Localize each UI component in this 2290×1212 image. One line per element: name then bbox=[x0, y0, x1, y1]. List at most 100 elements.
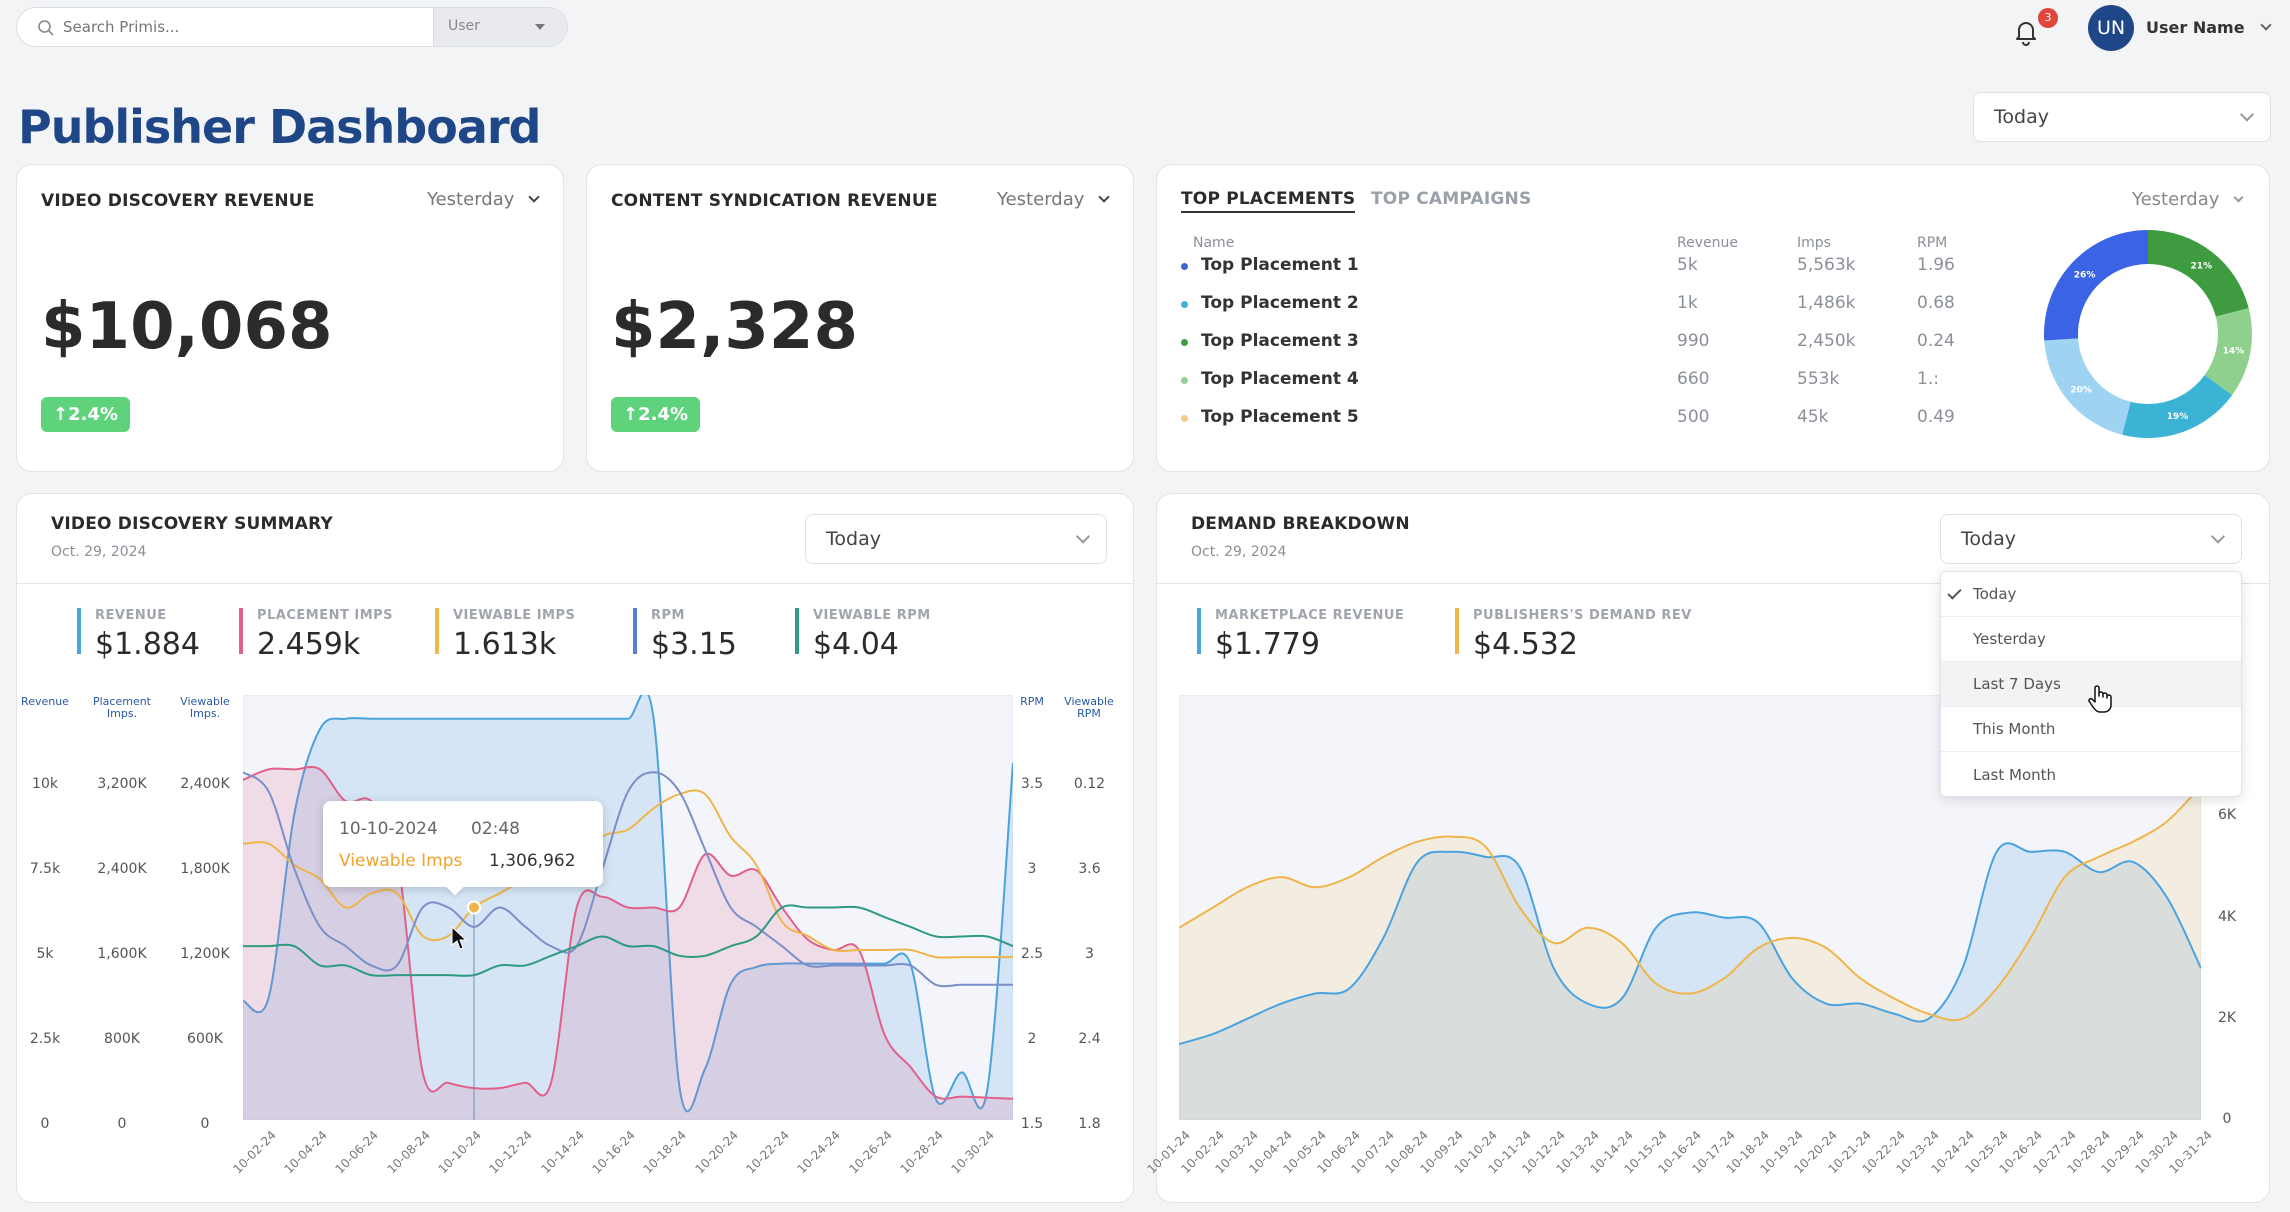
y-tick-label: 2.5k bbox=[29, 1031, 61, 1047]
donut-slice[interactable] bbox=[2044, 230, 2148, 341]
hover-point[interactable] bbox=[467, 900, 481, 915]
axis-header-placement: Placement Imps. bbox=[92, 695, 151, 720]
kpi-value: $4.532 bbox=[1473, 627, 1578, 662]
placement-row[interactable]: Top Placement 4 660 553k 1.: bbox=[1181, 367, 2001, 393]
placement-revenue: 660 bbox=[1677, 369, 1710, 389]
placement-revenue: 990 bbox=[1677, 331, 1710, 351]
placement-imps: 45k bbox=[1797, 407, 1829, 427]
change-badge: ↑2.4% bbox=[611, 397, 701, 432]
period-select[interactable]: Yesterday bbox=[427, 189, 540, 210]
y-tick-label: 2,400K bbox=[180, 776, 230, 792]
series-line[interactable] bbox=[243, 695, 1013, 1113]
y-tick-label: 3,200K bbox=[97, 776, 147, 792]
period-select[interactable]: Yesterday bbox=[2132, 189, 2244, 210]
kpi-block: MARKETPLACE REVENUE $1.779 bbox=[1197, 608, 1404, 662]
series-line[interactable] bbox=[243, 904, 1013, 977]
kpi-block: VIEWABLE IMPS 1.613k bbox=[435, 608, 576, 662]
donut-slice-label: 14% bbox=[2223, 346, 2245, 356]
range-dropdown-menu: Today Yesterday Last 7 Days This Month L… bbox=[1940, 571, 2242, 797]
arrow-up-icon: ↑ bbox=[623, 404, 639, 425]
kpi-label: VIEWABLE RPM bbox=[813, 608, 931, 623]
menu-item-last-month[interactable]: Last Month bbox=[1973, 765, 2057, 784]
series-line[interactable] bbox=[243, 771, 1013, 988]
kpi-block: PUBLISHERS'S DEMAND REV $4.532 bbox=[1455, 608, 1692, 662]
placement-row[interactable]: Top Placement 1 5k 5,563k 1.96 bbox=[1181, 253, 2001, 279]
donut-slice-label: 26% bbox=[2074, 270, 2096, 280]
placement-row[interactable]: Top Placement 2 1k 1,486k 0.68 bbox=[1181, 291, 2001, 317]
donut-slice[interactable] bbox=[2122, 375, 2233, 438]
y-tick-label: 6K bbox=[2217, 807, 2237, 824]
chevron-down-icon bbox=[1075, 529, 1091, 544]
hand-pointer-icon bbox=[2087, 684, 2113, 718]
period-label: Yesterday bbox=[997, 189, 1085, 210]
y-tick-label: 0 bbox=[200, 1116, 210, 1132]
video-discovery-summary-card: VIDEO DISCOVERY SUMMARY Oct. 29, 2024 To… bbox=[16, 493, 1134, 1203]
placement-name: Top Placement 5 bbox=[1201, 407, 1359, 427]
kpi-value: $3.15 bbox=[651, 627, 737, 662]
col-header-imps: Imps bbox=[1797, 235, 1831, 251]
tooltip-label: Viewable Imps bbox=[339, 851, 463, 871]
donut-slice[interactable] bbox=[2148, 230, 2249, 317]
y-tick-label: 1.5 bbox=[1020, 1116, 1044, 1132]
placement-rpm: 0.24 bbox=[1917, 331, 1955, 351]
change-badge: ↑2.4% bbox=[41, 397, 131, 432]
summary-range-label: Today bbox=[826, 528, 881, 550]
series-line[interactable] bbox=[1179, 842, 2201, 1046]
search-input[interactable] bbox=[63, 8, 443, 46]
kpi-value: $4.04 bbox=[813, 627, 899, 662]
axis-header-revenue: Revenue bbox=[21, 695, 69, 708]
series-line[interactable] bbox=[1179, 785, 2201, 1022]
search-scope-label: User bbox=[448, 18, 480, 34]
chevron-down-icon bbox=[2239, 107, 2255, 122]
card-title: CONTENT SYNDICATION REVENUE bbox=[611, 191, 938, 211]
kpi-label: PUBLISHERS'S DEMAND REV bbox=[1473, 608, 1692, 623]
user-name: User Name bbox=[2146, 18, 2245, 37]
avatar: UN bbox=[2088, 5, 2134, 51]
legend-dot bbox=[1181, 263, 1188, 270]
search-scope-select[interactable]: User bbox=[433, 8, 567, 46]
revenue-value: $2,328 bbox=[611, 290, 858, 364]
period-select[interactable]: Yesterday bbox=[997, 189, 1110, 210]
menu-item-yesterday[interactable]: Yesterday bbox=[1941, 617, 2241, 662]
chevron-down-icon bbox=[2260, 19, 2272, 31]
summary-range-select[interactable]: Today bbox=[805, 514, 1107, 564]
placement-name: Top Placement 4 bbox=[1201, 369, 1359, 389]
chevron-down-icon bbox=[2210, 529, 2226, 544]
placement-row[interactable]: Top Placement 3 990 2,450k 0.24 bbox=[1181, 329, 2001, 355]
y-tick-label: 800K bbox=[104, 1031, 140, 1047]
demand-range-label: Today bbox=[1961, 528, 2016, 550]
notification-count-badge: 3 bbox=[2038, 8, 2058, 28]
col-header-revenue: Revenue bbox=[1677, 235, 1738, 251]
demand-breakdown-card: DEMAND BREAKDOWN Oct. 29, 2024 MARKETPLA… bbox=[1144, 493, 2270, 1203]
donut-slice[interactable] bbox=[2204, 308, 2252, 396]
kpi-label: VIEWABLE IMPS bbox=[453, 608, 576, 623]
user-menu[interactable]: UN User Name bbox=[2088, 5, 2278, 51]
notifications-button[interactable]: 3 bbox=[2010, 8, 2058, 48]
card-title: VIDEO DISCOVERY SUMMARY bbox=[51, 514, 333, 534]
chevron-down-icon bbox=[1098, 191, 1110, 203]
y-tick-label: 0.12 bbox=[1073, 776, 1106, 792]
menu-item-this-month[interactable]: This Month bbox=[1941, 707, 2241, 752]
kpi-label: RPM bbox=[651, 608, 685, 623]
y-tick-label: 3.6 bbox=[1078, 861, 1101, 877]
card-title: VIDEO DISCOVERY REVENUE bbox=[41, 191, 315, 211]
series-line[interactable] bbox=[243, 789, 1013, 959]
y-tick-label: 3 bbox=[1085, 946, 1094, 962]
period-label: Yesterday bbox=[427, 189, 515, 210]
chevron-down-icon bbox=[528, 191, 540, 203]
placement-row[interactable]: Top Placement 5 500 45k 0.49 bbox=[1181, 405, 2001, 431]
placement-name: Top Placement 1 bbox=[1201, 255, 1359, 275]
page-range-select[interactable]: Today bbox=[1973, 92, 2271, 142]
y-tick-label: 600K bbox=[187, 1031, 223, 1047]
menu-item-today[interactable]: Today bbox=[1941, 572, 2241, 617]
tab-top-placements[interactable]: TOP PLACEMENTS bbox=[1181, 189, 1356, 213]
divider bbox=[17, 583, 1133, 584]
demand-range-select[interactable]: Today bbox=[1940, 514, 2242, 564]
donut-slice[interactable] bbox=[2044, 338, 2131, 435]
y-tick-label: 3.5 bbox=[1020, 776, 1044, 792]
y-tick-label: 1,600K bbox=[97, 946, 147, 962]
kpi-block: PLACEMENT IMPS 2.459k bbox=[239, 608, 393, 662]
y-tick-label: 10k bbox=[32, 776, 58, 792]
col-header-rpm: RPM bbox=[1917, 235, 1948, 251]
tab-top-campaigns[interactable]: TOP CAMPAIGNS bbox=[1371, 189, 1532, 209]
